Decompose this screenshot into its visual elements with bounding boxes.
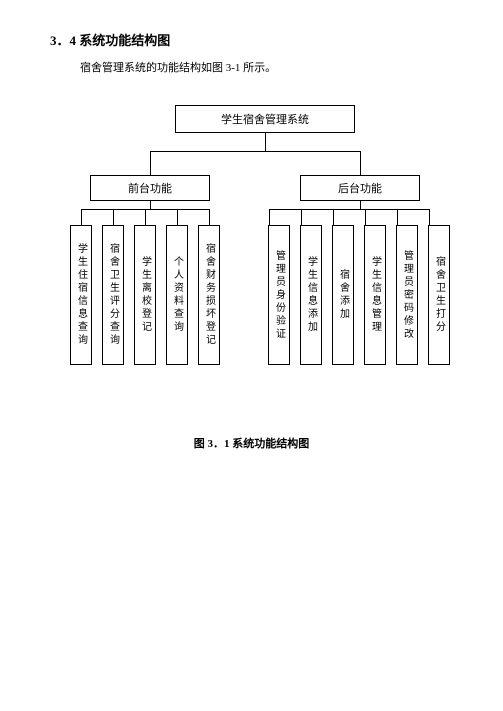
leaf-node: 管理员密码修改 <box>396 225 418 365</box>
root-node: 学生宿舍管理系统 <box>175 105 355 133</box>
connector-line <box>301 209 302 225</box>
document-page: 3．4 系统功能结构图 宿舍管理系统的功能结构如图 3-1 所示。 学生宿舍管理… <box>0 0 503 451</box>
leaf-node: 管理员身份验证 <box>268 225 290 365</box>
section-heading: 3．4 系统功能结构图 <box>50 30 503 49</box>
leaf-node: 宿舍添加 <box>332 225 354 365</box>
connector-line <box>150 151 360 152</box>
connector-line <box>150 201 151 209</box>
connector-line <box>145 209 146 225</box>
leaf-node: 学生住宿信息查询 <box>70 225 92 365</box>
connector-line <box>177 209 178 225</box>
connector-line <box>150 151 151 175</box>
leaf-node: 个人资料查询 <box>166 225 188 365</box>
connector-line <box>360 151 361 175</box>
level2-node-front: 前台功能 <box>90 175 210 201</box>
connector-line <box>365 209 366 225</box>
connector-line <box>209 209 210 225</box>
system-structure-diagram: 学生宿舍管理系统 前台功能 后台功能 学生 <box>15 95 495 395</box>
connector-line <box>113 209 114 225</box>
leaf-group-gap <box>230 225 258 365</box>
leaf-node: 宿舍卫生评分查询 <box>102 225 124 365</box>
connector-line <box>360 201 361 209</box>
leaf-node: 宿舍卫生打分 <box>428 225 450 365</box>
figure-caption: 图 3．1 系统功能结构图 <box>0 435 503 451</box>
level2-node-back: 后台功能 <box>300 175 420 201</box>
connector-line <box>429 209 430 225</box>
connector-line <box>269 209 430 210</box>
leaf-node: 学生离校登记 <box>134 225 156 365</box>
leaf-node: 学生信息添加 <box>300 225 322 365</box>
connector-line <box>81 209 82 225</box>
leaf-row: 学生住宿信息查询 宿舍卫生评分查询 学生离校登记 个人资料查询 宿舍财务损坏登记… <box>70 225 450 365</box>
connector-line <box>269 209 270 225</box>
leaf-node: 学生信息管理 <box>364 225 386 365</box>
connector-line <box>333 209 334 225</box>
leaf-node: 宿舍财务损坏登记 <box>198 225 220 365</box>
connector-line <box>397 209 398 225</box>
connector-line <box>265 133 266 151</box>
section-subtext: 宿舍管理系统的功能结构如图 3-1 所示。 <box>80 59 503 75</box>
